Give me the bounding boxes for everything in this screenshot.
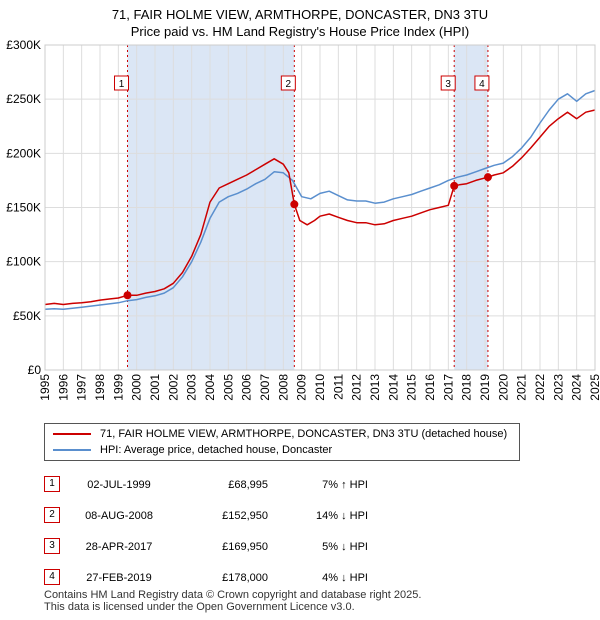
x-tick-label: 2016	[423, 374, 437, 401]
x-tick-label: 2002	[166, 374, 180, 401]
title-line-2: Price paid vs. HM Land Registry's House …	[130, 24, 470, 39]
x-tick-label: 1999	[111, 374, 125, 401]
x-tick-label: 2023	[551, 374, 565, 401]
axes	[44, 44, 596, 371]
sale-point	[123, 291, 132, 300]
legend-swatch-property	[53, 433, 91, 436]
sales-row: 2 08-AUG-2008 £152,950 14% ↓ HPI	[44, 507, 464, 525]
sale-number-box	[440, 75, 456, 91]
sale-number-box: 2	[44, 507, 60, 523]
sale-price: £68,995	[228, 479, 268, 491]
sales-row: 3 28-APR-2017 £169,950 5% ↓ HPI	[44, 538, 464, 556]
sale-point	[290, 200, 299, 209]
y-tick-label: £150K	[6, 201, 41, 215]
sale-date: 08-AUG-2008	[85, 510, 153, 522]
x-tick-label: 2014	[386, 374, 400, 401]
y-tick-label: £0	[28, 363, 42, 377]
chart-title: 71, FAIR HOLME VIEW, ARMTHORPE, DONCASTE…	[0, 6, 600, 40]
sale-number-label: 1	[119, 79, 125, 90]
x-tick-label: 2020	[496, 374, 510, 401]
sales-row: 4 27-FEB-2019 £178,000 4% ↓ HPI	[44, 569, 464, 587]
sale-number-box: 1	[44, 476, 60, 492]
x-tick-label: 2005	[221, 374, 235, 401]
x-tick-label: 2003	[185, 374, 199, 401]
x-tick-label: 2025	[588, 374, 600, 401]
y-tick-label: £100K	[6, 255, 41, 269]
sale-markers	[123, 173, 492, 300]
hpi-series-line	[44, 89, 596, 311]
x-tick-label: 2017	[441, 374, 455, 401]
x-tick-label: 2021	[515, 374, 529, 401]
sale-hpi-comparison: 14% ↓ HPI	[316, 510, 368, 522]
y-tick-label: £250K	[6, 92, 41, 106]
sale-number-label: 3	[445, 79, 451, 90]
x-tick-label: 2015	[405, 374, 419, 401]
x-tick-label: 2018	[460, 374, 474, 401]
x-tick-label: 2004	[203, 374, 217, 401]
y-tick-label: £50K	[13, 309, 41, 323]
property-series-line	[44, 109, 596, 306]
sale-number-box	[280, 75, 296, 91]
series-lines	[44, 89, 596, 311]
sales-row: 1 02-JUL-1999 £68,995 7% ↑ HPI	[44, 476, 464, 494]
x-tick-label: 2010	[313, 374, 327, 401]
x-tick-label: 1998	[93, 374, 107, 401]
footer-attribution: Contains HM Land Registry data © Crown c…	[44, 589, 421, 613]
x-tick-label: 2019	[478, 374, 492, 401]
x-tick-label: 2008	[276, 374, 290, 401]
sale-lines	[127, 45, 489, 370]
sale-point	[450, 181, 459, 190]
x-tick-label: 2012	[350, 374, 364, 401]
y-tick-label: £200K	[6, 146, 41, 160]
legend-item-hpi: HPI: Average price, detached house, Donc…	[53, 442, 332, 458]
x-tick-label: 2007	[258, 374, 272, 401]
x-tick-label: 2001	[148, 374, 162, 401]
plot-frame	[44, 44, 596, 371]
x-tick-label: 2011	[331, 374, 345, 400]
sale-number-label: 2	[286, 79, 292, 90]
legend-label-property: 71, FAIR HOLME VIEW, ARMTHORPE, DONCASTE…	[100, 428, 508, 440]
x-tick-label: 2006	[240, 374, 254, 401]
y-tick-labels: £0 £50K £100K £150K £200K £250K £300K	[6, 38, 41, 377]
sale-number-box	[114, 75, 129, 91]
footer-line-1: Contains HM Land Registry data © Crown c…	[44, 589, 422, 601]
legend-swatch-hpi	[53, 449, 91, 452]
title-line-1: 71, FAIR HOLME VIEW, ARMTHORPE, DONCASTE…	[111, 7, 489, 22]
sale-date: 02-JUL-1999	[87, 479, 151, 491]
legend-item-property: 71, FAIR HOLME VIEW, ARMTHORPE, DONCASTE…	[53, 426, 507, 442]
x-tick-label: 1997	[75, 374, 89, 401]
y-tick-label: £300K	[6, 38, 41, 52]
x-tick-label: 1996	[56, 374, 70, 401]
x-tick-label: 2009	[295, 374, 309, 401]
legend-label-hpi: HPI: Average price, detached house, Donc…	[100, 444, 333, 456]
sale-hpi-comparison: 5% ↓ HPI	[322, 541, 368, 553]
x-tick-label: 2013	[368, 374, 382, 401]
sale-hpi-comparison: 4% ↓ HPI	[322, 572, 368, 584]
sale-number-box	[474, 75, 490, 91]
x-tick-label: 2024	[570, 374, 584, 401]
x-tick-label: 2000	[130, 374, 144, 401]
sale-number-label: 4	[479, 79, 485, 90]
footer-line-2: This data is licensed under the Open Gov…	[44, 601, 355, 613]
x-tick-label: 1995	[38, 374, 52, 401]
sale-date: 27-FEB-2019	[86, 572, 152, 584]
sale-number-boxes: 1 2 3 4	[114, 75, 490, 91]
sale-price: £169,950	[222, 541, 268, 553]
legend: 71, FAIR HOLME VIEW, ARMTHORPE, DONCASTE…	[44, 423, 520, 461]
sale-hpi-comparison: 7% ↑ HPI	[322, 479, 368, 491]
x-tick-labels: 1995 1996 1997 1998 1999 2000 2001 2002 2003 2004…	[38, 374, 600, 401]
sale-date: 28-APR-2017	[85, 541, 153, 553]
sale-number-box: 4	[44, 569, 60, 585]
sale-number-box: 3	[44, 538, 60, 554]
sale-price: £152,950	[222, 510, 268, 522]
sale-point	[483, 173, 492, 182]
sale-price: £178,000	[222, 572, 268, 584]
price-chart: 1 2 3 4 £0 £50K £100K £150K £200K £250K £300K 199…	[6, 38, 600, 401]
x-tick-label: 2022	[533, 374, 547, 401]
